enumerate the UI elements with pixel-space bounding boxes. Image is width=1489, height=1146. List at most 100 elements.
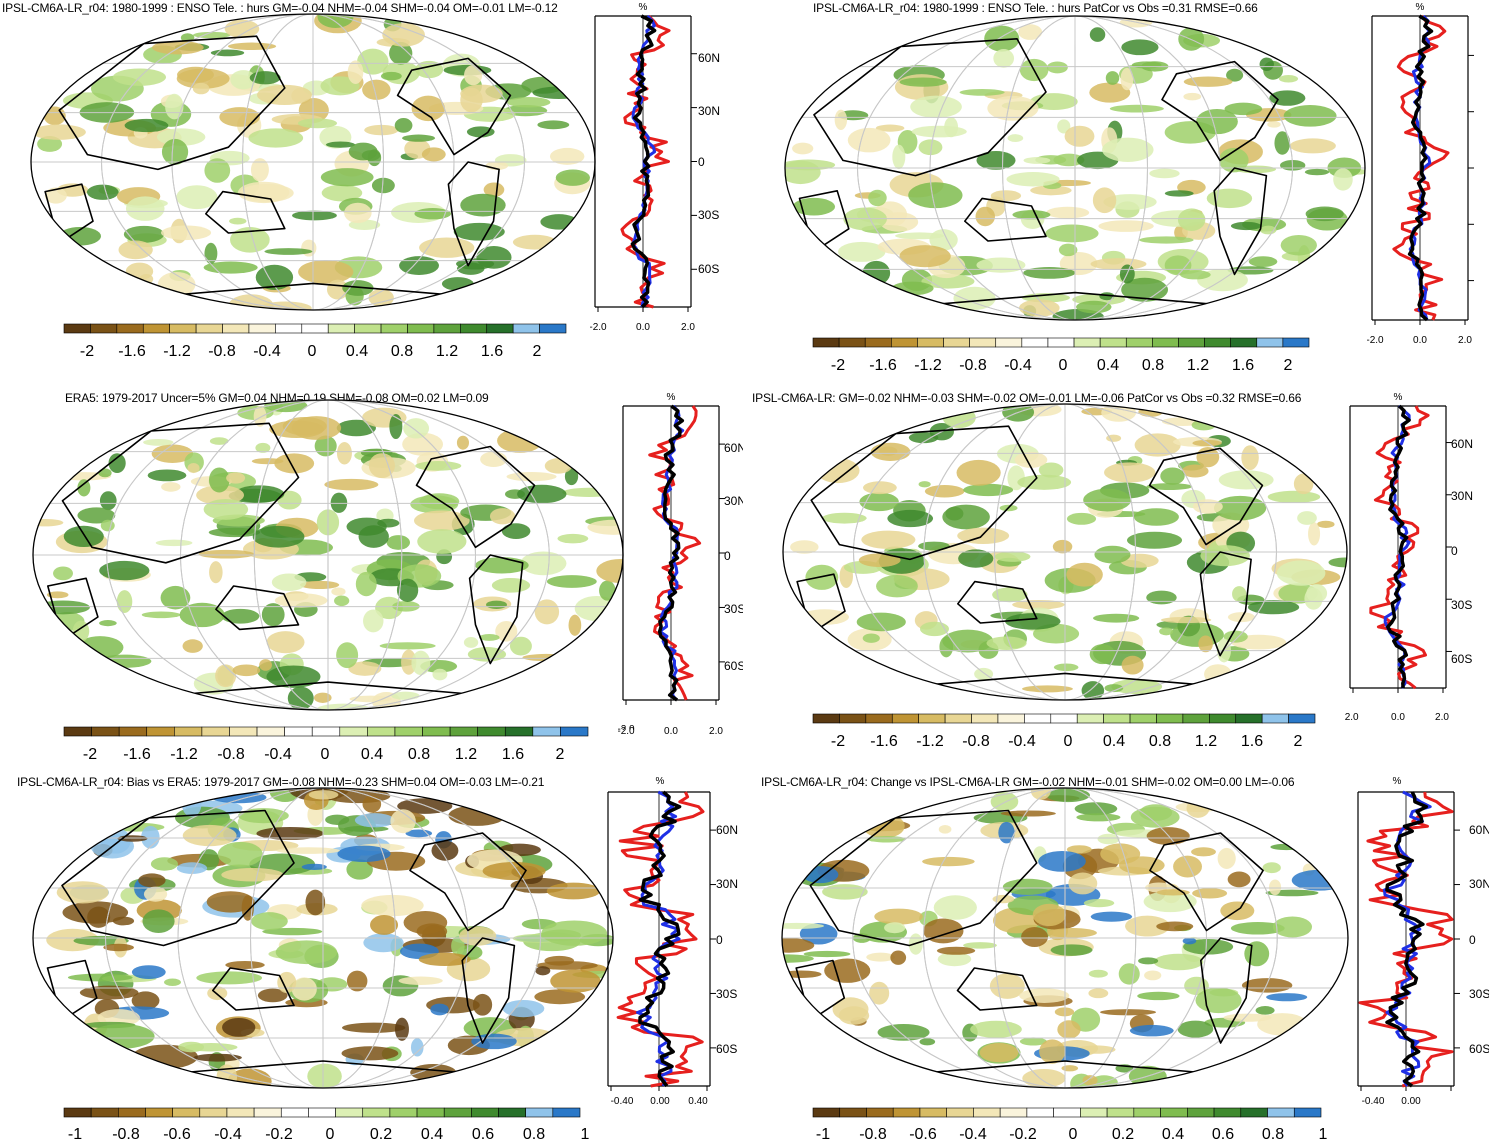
colorbar-swatch — [1024, 714, 1050, 723]
colorbar-swatch — [308, 1108, 335, 1117]
field-blob — [89, 1024, 154, 1049]
colorbar-swatch — [444, 1108, 471, 1117]
colorbar-swatch — [1134, 1108, 1161, 1117]
field-blob — [1273, 916, 1312, 937]
field-blob — [1100, 1009, 1156, 1015]
field-blob — [292, 211, 337, 221]
colorbar-swatch — [839, 338, 865, 347]
field-blob — [348, 60, 364, 84]
lat-label: 30N — [1451, 489, 1473, 503]
field-blob — [151, 857, 178, 870]
colorbar-swatch — [119, 727, 147, 736]
field-blob — [557, 534, 588, 543]
colorbar-swatch — [92, 727, 120, 736]
field-blob — [395, 1018, 409, 1041]
field-blob — [1008, 134, 1024, 142]
field-blob — [1198, 635, 1213, 652]
profile-unit: % — [656, 776, 665, 787]
colorbar-label: 2 — [1294, 733, 1303, 750]
colorbar-label: -1.6 — [869, 357, 897, 374]
field-blob — [824, 959, 870, 983]
profile-line-blue — [1384, 792, 1430, 1086]
colorbar-label: 0.8 — [391, 343, 413, 360]
colorbar-label: -0.4 — [264, 746, 292, 763]
colorbar-label: -1.6 — [870, 733, 898, 750]
field-blob — [970, 1021, 1022, 1038]
colorbar-label: 0.6 — [1212, 1126, 1234, 1143]
field-blob — [1007, 172, 1060, 186]
field-blob — [382, 23, 425, 47]
field-blob — [233, 664, 261, 676]
field-blob — [1048, 928, 1097, 938]
field-blob — [336, 642, 358, 668]
field-blob — [324, 479, 378, 490]
colorbar-label: -0.4 — [959, 1126, 987, 1143]
field-blob — [1094, 546, 1130, 564]
lat-label: 60N — [698, 51, 720, 65]
field-blob — [1090, 27, 1105, 42]
field-blob — [1192, 888, 1227, 898]
x-tick: 2.0 — [709, 726, 723, 737]
field-blob — [1173, 856, 1202, 878]
field-blob — [1083, 489, 1131, 512]
field-blob — [1267, 121, 1280, 127]
colorbar-swatch — [90, 324, 116, 333]
field-blob — [1091, 912, 1132, 922]
field-blob — [411, 651, 430, 675]
colorbar-swatch — [173, 1108, 200, 1117]
field-blob — [1091, 258, 1147, 270]
field-blob — [1019, 299, 1060, 316]
field-blob — [507, 472, 557, 481]
field-blob — [395, 118, 413, 133]
colorbar-swatch — [533, 727, 561, 736]
field-blob — [183, 639, 203, 653]
field-blob — [1317, 521, 1335, 528]
field-blob — [148, 469, 187, 481]
profile-line-red — [618, 792, 703, 1086]
colorbar-swatch — [223, 324, 249, 333]
x-tick: 0.0 — [636, 322, 650, 333]
field-blob — [1088, 988, 1108, 998]
lat-label: 30N — [1469, 877, 1489, 891]
field-blob — [182, 793, 201, 817]
field-blob — [550, 969, 600, 992]
field-blob — [156, 540, 193, 546]
colorbar-label: 0.4 — [1162, 1126, 1184, 1143]
field-blob — [1306, 584, 1327, 603]
colorbar-swatch — [170, 324, 196, 333]
colorbar-swatch — [1080, 1108, 1107, 1117]
field-blob — [980, 1043, 1019, 1062]
colorbar-label: -2 — [80, 343, 94, 360]
field-blob — [1015, 452, 1048, 468]
field-blob — [221, 609, 259, 624]
colorbar-label: 0.8 — [1142, 357, 1164, 374]
field-blob — [991, 792, 1019, 811]
colorbar-label: -0.6 — [163, 1126, 191, 1143]
field-blob — [804, 951, 851, 957]
colorbar-swatch — [147, 727, 175, 736]
field-blob — [963, 484, 1013, 496]
colorbar-swatch — [996, 338, 1022, 347]
colorbar-label: -1.2 — [163, 343, 191, 360]
colorbar-swatch — [945, 714, 971, 723]
colorbar-swatch — [917, 338, 943, 347]
field-blob — [1061, 1065, 1078, 1071]
field-blob — [1057, 1020, 1080, 1038]
field-blob — [535, 966, 550, 975]
colorbar-swatch — [553, 1108, 580, 1117]
colorbar-swatch — [813, 338, 839, 347]
field-blob — [910, 96, 962, 118]
colorbar-swatch — [1183, 714, 1209, 723]
colorbar-label: -1.6 — [118, 343, 146, 360]
field-blob — [142, 612, 181, 619]
profile-6: % 60N 30N 0 30S 60S -0.40 0.00 — [1353, 770, 1489, 1115]
field-blob — [68, 974, 133, 982]
colorbar-swatch — [196, 324, 222, 333]
field-blob — [599, 581, 616, 601]
field-blob — [253, 526, 305, 548]
field-blob — [1218, 848, 1236, 869]
field-blob — [142, 909, 174, 933]
field-blob — [1260, 57, 1274, 71]
